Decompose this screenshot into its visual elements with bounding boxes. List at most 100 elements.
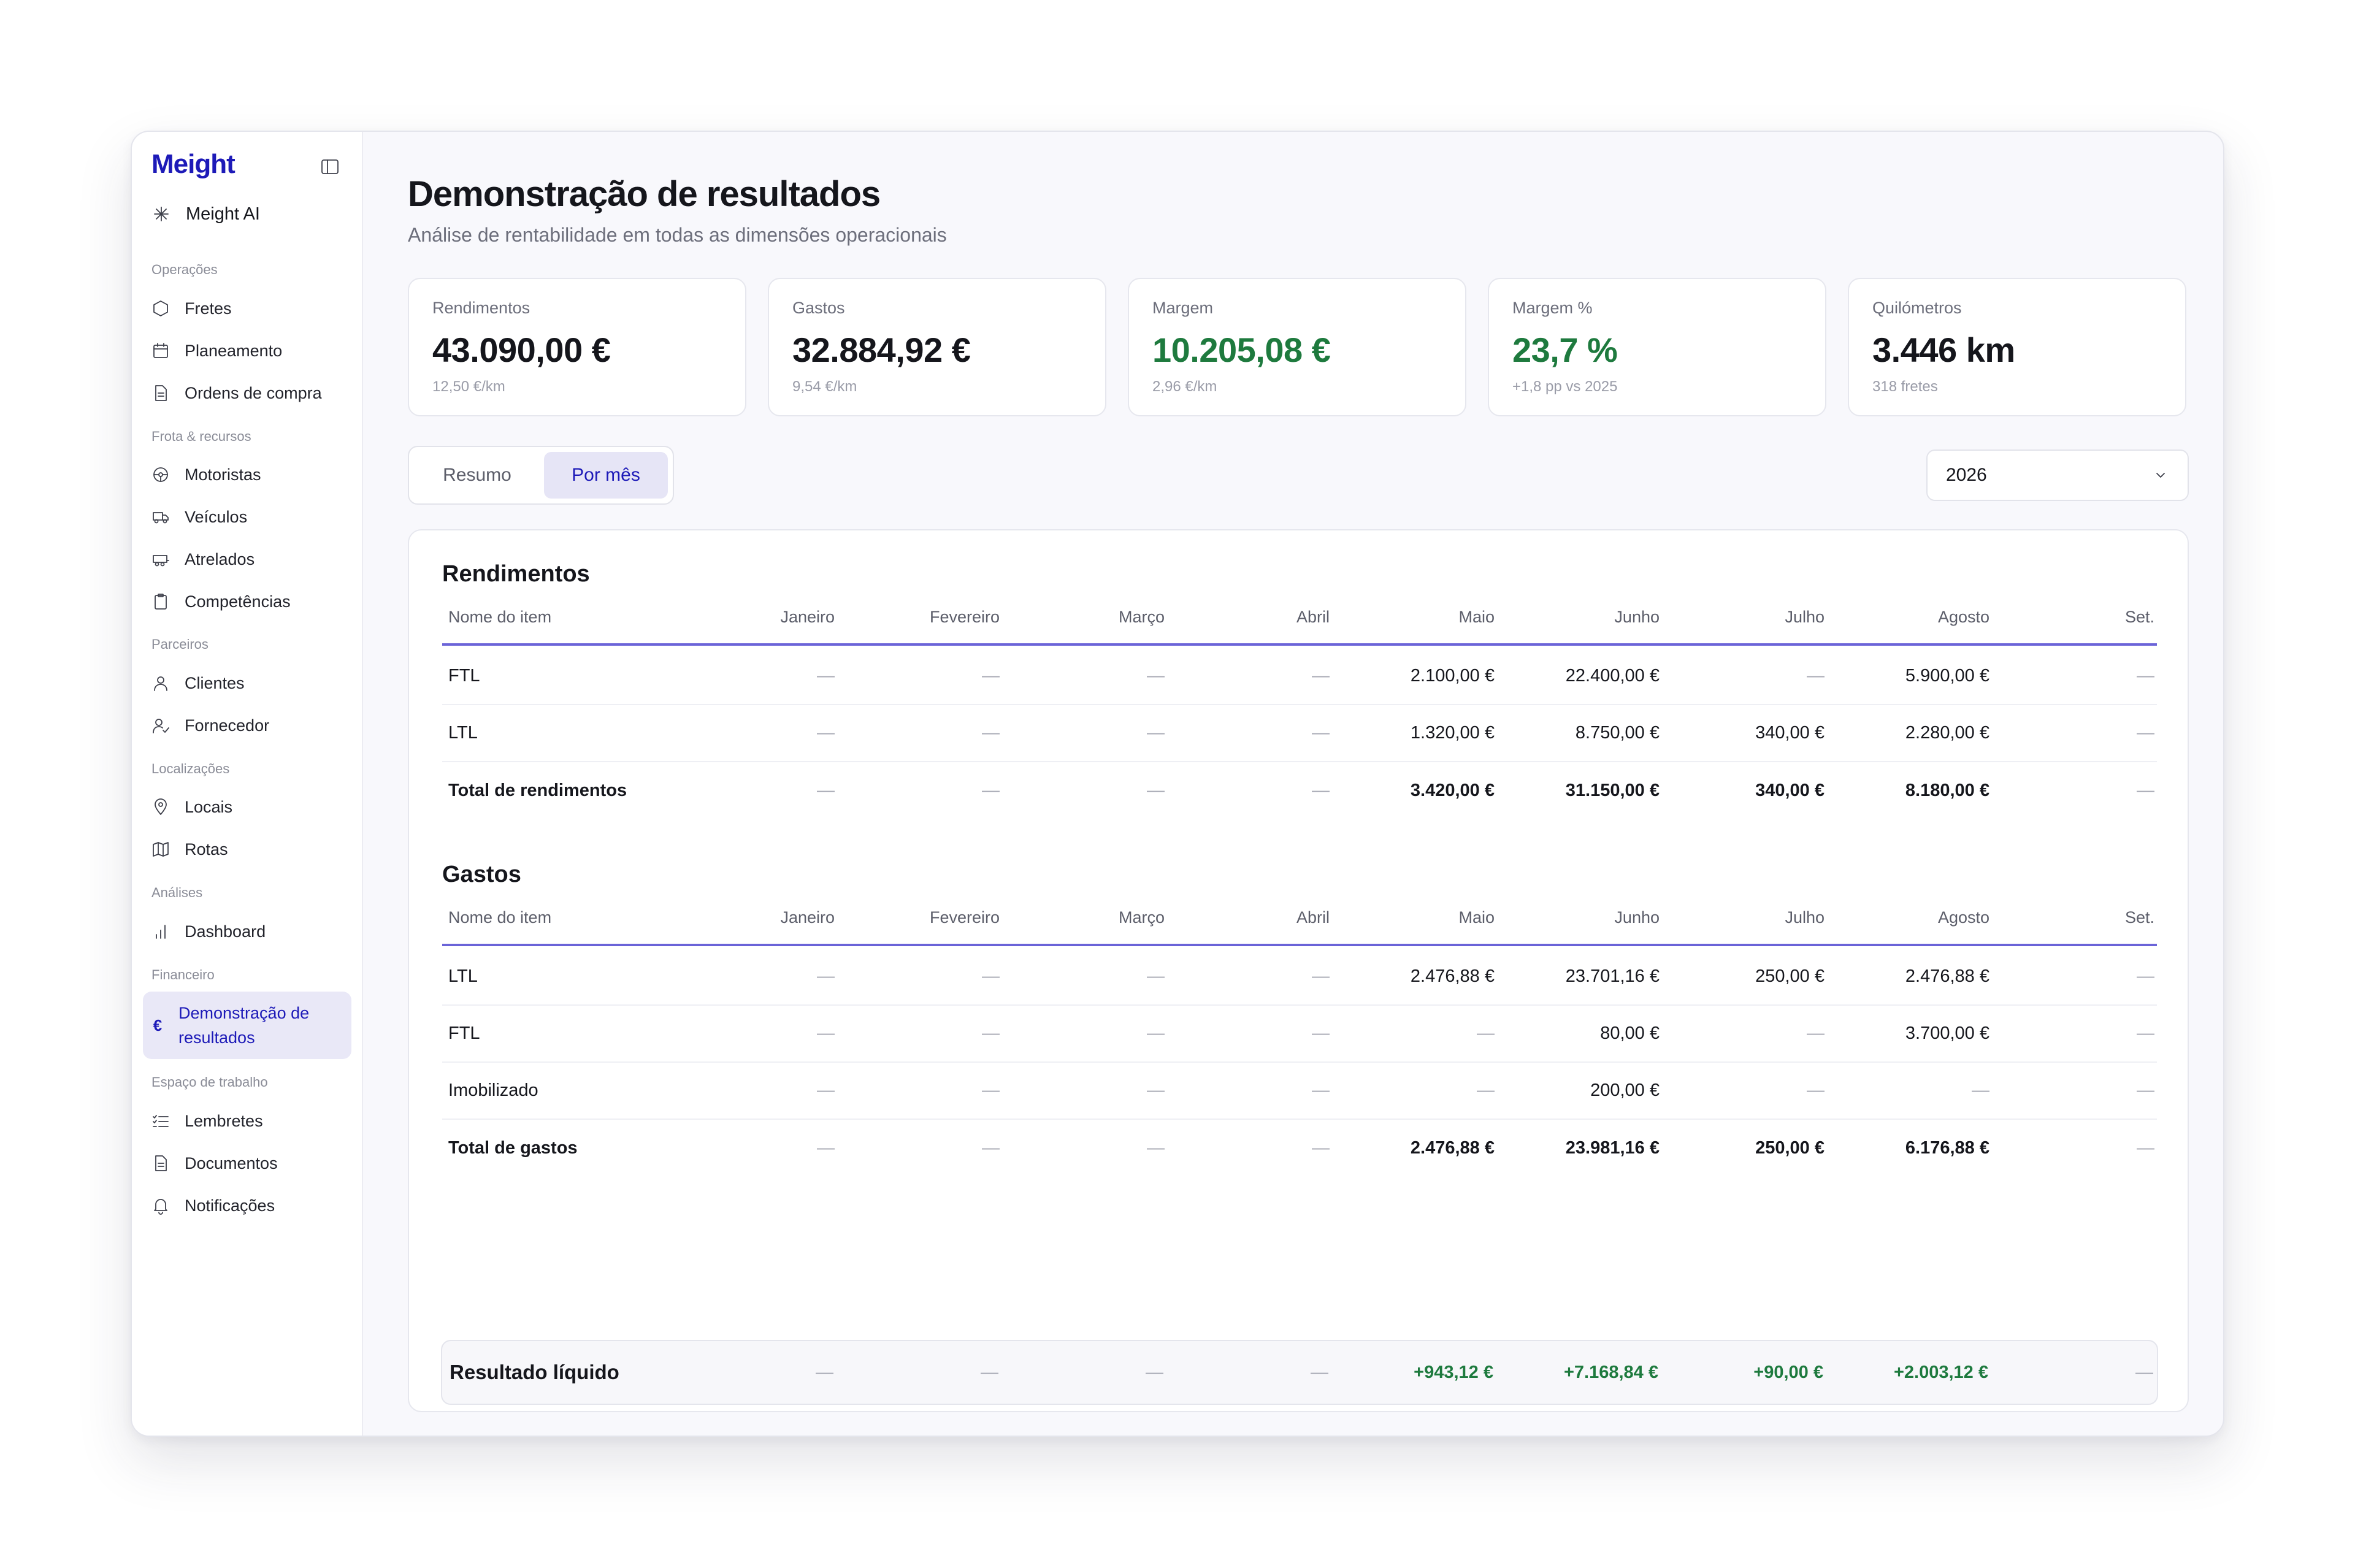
kpi-label: Quilómetros: [1872, 299, 1962, 317]
value-cell: —: [1312, 1023, 1330, 1043]
section-title: Parceiros: [151, 637, 209, 652]
row-label: FTL: [448, 666, 480, 686]
brand-logo[interactable]: Meight: [151, 149, 236, 179]
value-cell: —: [1807, 1023, 1825, 1043]
sidebar-toggle-icon[interactable]: [321, 159, 339, 175]
sidebar-item-label: Demonstração de resultados: [178, 1004, 310, 1047]
meight-ai-link[interactable]: Meight AI: [151, 199, 260, 229]
row-label: Total de rendimentos: [448, 781, 627, 800]
sidebar-item-atrelados[interactable]: Atrelados: [151, 543, 342, 575]
income-statement-panel: Rendimentos Nome do item Janeiro Fevereiro…: [408, 529, 2189, 1412]
calendar-icon: [153, 343, 168, 358]
sidebar-item-dashboard[interactable]: Dashboard: [151, 916, 342, 947]
column-header: Set.: [2124, 607, 2154, 626]
trailer-icon: [153, 555, 169, 567]
value-cell: —: [817, 723, 835, 743]
value-cell: —: [982, 966, 1000, 986]
sidebar-item-documentos[interactable]: Documentos: [151, 1147, 342, 1179]
column-header: Março: [1118, 607, 1165, 626]
sidebar-item-locais[interactable]: Locais: [151, 791, 342, 823]
sparkle-icon: [154, 207, 169, 221]
value-cell: —: [982, 781, 1000, 800]
sidebar-item-lembretes[interactable]: Lembretes: [151, 1105, 342, 1137]
kpi-subtext: +1,8 pp vs 2025: [1512, 378, 1618, 395]
sidebar-item-label: Fretes: [185, 299, 232, 318]
table-header-row: Nome do item Janeiro Fevereiro Março Abril Ma…: [442, 891, 2157, 946]
value-cell: —: [817, 1138, 835, 1158]
expenses-section-title: Gastos: [442, 862, 521, 887]
chevron-down-icon: [2156, 473, 2165, 478]
value-cell: 23.981,16 €: [1565, 1138, 1660, 1158]
net-result-label: Resultado líquido: [450, 1361, 619, 1383]
sidebar-item-competencias[interactable]: Competências: [151, 586, 342, 618]
checklist-icon: [153, 1115, 169, 1127]
kpi-subtext: 12,50 €/km: [432, 378, 505, 395]
sidebar-item-clientes[interactable]: Clientes: [151, 667, 342, 699]
value-cell: 250,00 €: [1755, 1138, 1825, 1158]
column-header: Agosto: [1937, 607, 1989, 626]
row-label: LTL: [448, 723, 478, 743]
sidebar-item-demonstracao-de-resultados[interactable]: € Demonstração de resultados: [143, 992, 351, 1059]
table-row: Imobilizado — — — — — 200,00 € — — —: [442, 1063, 2157, 1120]
column-header: Junho: [1614, 908, 1660, 927]
page-subtitle: Análise de rentabilidade em todas as dim…: [408, 224, 947, 246]
section-title: Análises: [151, 885, 203, 900]
net-result-value: —: [1146, 1362, 1163, 1382]
steering-wheel-icon: [153, 467, 168, 482]
sidebar-item-label: Dashboard: [185, 922, 266, 941]
value-cell: 250,00 €: [1755, 966, 1825, 986]
bar-chart-icon: [156, 925, 166, 939]
value-cell: —: [2137, 1138, 2154, 1158]
value-cell: —: [982, 1138, 1000, 1158]
value-cell: 1.320,00 €: [1410, 723, 1495, 743]
sidebar-item-veiculos[interactable]: Veículos: [151, 501, 342, 533]
value-cell: 340,00 €: [1755, 723, 1825, 743]
sidebar-item-notificacoes[interactable]: Notificações: [151, 1190, 342, 1222]
sidebar-item-label: Competências: [185, 592, 291, 611]
value-cell: —: [2137, 1023, 2154, 1043]
sidebar-item-motoristas[interactable]: Motoristas: [151, 459, 342, 491]
truck-icon: [153, 512, 169, 524]
user-icon: [154, 676, 167, 691]
section-title: Financeiro: [151, 967, 215, 982]
value-cell: 2.476,88 €: [1410, 1138, 1495, 1158]
sidebar-item-label: Ordens de compra: [185, 383, 322, 402]
sidebar-item-label: Planeamento: [185, 341, 283, 360]
year-select[interactable]: 2026: [1926, 449, 2189, 501]
tab-por-mes[interactable]: Por mês: [543, 452, 668, 499]
sidebar-item-fornecedor[interactable]: Fornecedor: [151, 709, 342, 741]
sidebar-item-ordens-de-compra[interactable]: Ordens de compra: [151, 377, 342, 409]
value-cell: —: [817, 1023, 835, 1043]
total-row: Total de rendimentos — — — — 3.420,00 € 31.150…: [442, 762, 2157, 819]
value-cell: —: [1147, 781, 1165, 800]
map-pin-icon: [155, 798, 167, 815]
value-cell: —: [1312, 966, 1330, 986]
tab-resumo[interactable]: Resumo: [443, 465, 511, 485]
user-check-icon: [153, 719, 169, 733]
kpi-value: 10.205,08 €: [1152, 331, 1331, 369]
sidebar-item-rotas[interactable]: Rotas: [151, 833, 342, 865]
kpi-label: Margem: [1152, 299, 1214, 317]
section-title: Operações: [151, 262, 218, 277]
value-cell: 80,00 €: [1600, 1023, 1660, 1043]
row-label: LTL: [448, 966, 478, 986]
value-cell: 22.400,00 €: [1565, 666, 1660, 686]
value-cell: 23.701,16 €: [1565, 966, 1660, 986]
sidebar-item-planeamento[interactable]: Planeamento: [151, 335, 342, 367]
sidebar-item-label: Locais: [185, 797, 233, 816]
net-result-value: +2.003,12 €: [1893, 1362, 1988, 1382]
value-cell: —: [2137, 666, 2154, 686]
value-cell: 3.420,00 €: [1410, 781, 1495, 800]
value-cell: —: [2137, 781, 2154, 800]
kpi-subtext: 2,96 €/km: [1152, 378, 1217, 395]
section-title: Frota & recursos: [151, 429, 251, 444]
column-header: Agosto: [1937, 908, 1989, 927]
sidebar-item-fretes[interactable]: Fretes: [151, 293, 342, 324]
column-header: Junho: [1614, 607, 1660, 626]
column-header: Março: [1118, 908, 1165, 927]
net-result-value: +7.168,84 €: [1563, 1362, 1658, 1382]
box-icon: [153, 300, 168, 316]
value-cell: 200,00 €: [1590, 1080, 1660, 1100]
value-cell: 2.476,88 €: [1905, 966, 1989, 986]
total-row: Total de gastos — — — — 2.476,88 € 23.981,16 €…: [442, 1120, 2157, 1177]
